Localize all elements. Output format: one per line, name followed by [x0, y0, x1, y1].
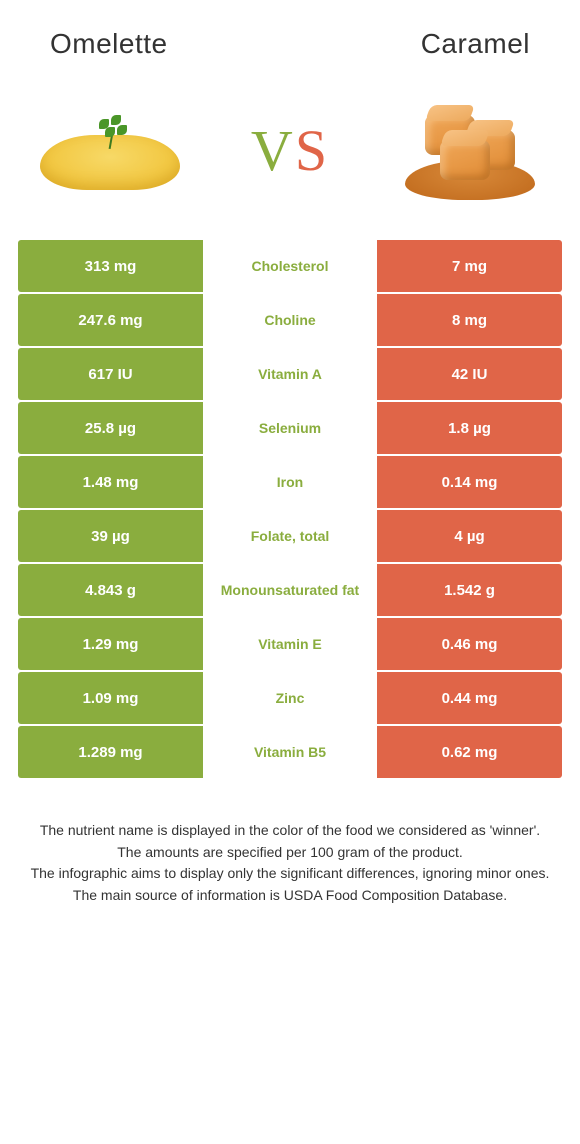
- left-value-cell: 617 IU: [18, 348, 203, 400]
- table-row: 4.843 gMonounsaturated fat1.542 g: [18, 564, 562, 616]
- vs-row: V S: [0, 70, 580, 240]
- table-row: 247.6 mgCholine8 mg: [18, 294, 562, 346]
- table-row: 39 µgFolate, total4 µg: [18, 510, 562, 562]
- nutrient-label-cell: Folate, total: [203, 510, 377, 562]
- right-value-cell: 7 mg: [377, 240, 562, 292]
- header-row: Omelette Caramel: [0, 0, 580, 70]
- nutrient-label-cell: Monounsaturated fat: [203, 564, 377, 616]
- nutrient-label-cell: Iron: [203, 456, 377, 508]
- vs-label: V S: [251, 117, 329, 184]
- left-value-cell: 4.843 g: [18, 564, 203, 616]
- table-row: 25.8 µgSelenium1.8 µg: [18, 402, 562, 454]
- nutrient-label-cell: Cholesterol: [203, 240, 377, 292]
- right-value-cell: 0.46 mg: [377, 618, 562, 670]
- table-row: 1.09 mgZinc0.44 mg: [18, 672, 562, 724]
- nutrient-label-cell: Vitamin E: [203, 618, 377, 670]
- table-row: 1.29 mgVitamin E0.46 mg: [18, 618, 562, 670]
- left-value-cell: 1.289 mg: [18, 726, 203, 778]
- omelette-image: [30, 90, 190, 210]
- right-food-title: Caramel: [421, 28, 530, 60]
- footer-line: The infographic aims to display only the…: [30, 863, 550, 885]
- left-value-cell: 1.29 mg: [18, 618, 203, 670]
- footer-line: The main source of information is USDA F…: [30, 885, 550, 907]
- footer-line: The amounts are specified per 100 gram o…: [30, 842, 550, 864]
- left-value-cell: 25.8 µg: [18, 402, 203, 454]
- left-value-cell: 39 µg: [18, 510, 203, 562]
- left-food-title: Omelette: [50, 28, 168, 60]
- right-value-cell: 0.62 mg: [377, 726, 562, 778]
- footer-notes: The nutrient name is displayed in the co…: [0, 780, 580, 907]
- left-value-cell: 313 mg: [18, 240, 203, 292]
- nutrient-label-cell: Choline: [203, 294, 377, 346]
- table-row: 1.289 mgVitamin B50.62 mg: [18, 726, 562, 778]
- table-row: 1.48 mgIron0.14 mg: [18, 456, 562, 508]
- vs-v-letter: V: [251, 117, 295, 184]
- left-value-cell: 1.09 mg: [18, 672, 203, 724]
- nutrient-label-cell: Zinc: [203, 672, 377, 724]
- right-value-cell: 4 µg: [377, 510, 562, 562]
- right-value-cell: 8 mg: [377, 294, 562, 346]
- table-row: 617 IUVitamin A42 IU: [18, 348, 562, 400]
- right-value-cell: 42 IU: [377, 348, 562, 400]
- parsley-icon: [95, 115, 129, 149]
- comparison-table: 313 mgCholesterol7 mg247.6 mgCholine8 mg…: [0, 240, 580, 778]
- right-value-cell: 1.8 µg: [377, 402, 562, 454]
- caramel-cube-icon: [440, 140, 490, 180]
- table-row: 313 mgCholesterol7 mg: [18, 240, 562, 292]
- nutrient-label-cell: Vitamin B5: [203, 726, 377, 778]
- right-value-cell: 1.542 g: [377, 564, 562, 616]
- nutrient-label-cell: Selenium: [203, 402, 377, 454]
- nutrient-label-cell: Vitamin A: [203, 348, 377, 400]
- right-value-cell: 0.44 mg: [377, 672, 562, 724]
- vs-s-letter: S: [295, 117, 329, 184]
- left-value-cell: 247.6 mg: [18, 294, 203, 346]
- right-value-cell: 0.14 mg: [377, 456, 562, 508]
- footer-line: The nutrient name is displayed in the co…: [30, 820, 550, 842]
- caramel-image: [390, 90, 550, 210]
- left-value-cell: 1.48 mg: [18, 456, 203, 508]
